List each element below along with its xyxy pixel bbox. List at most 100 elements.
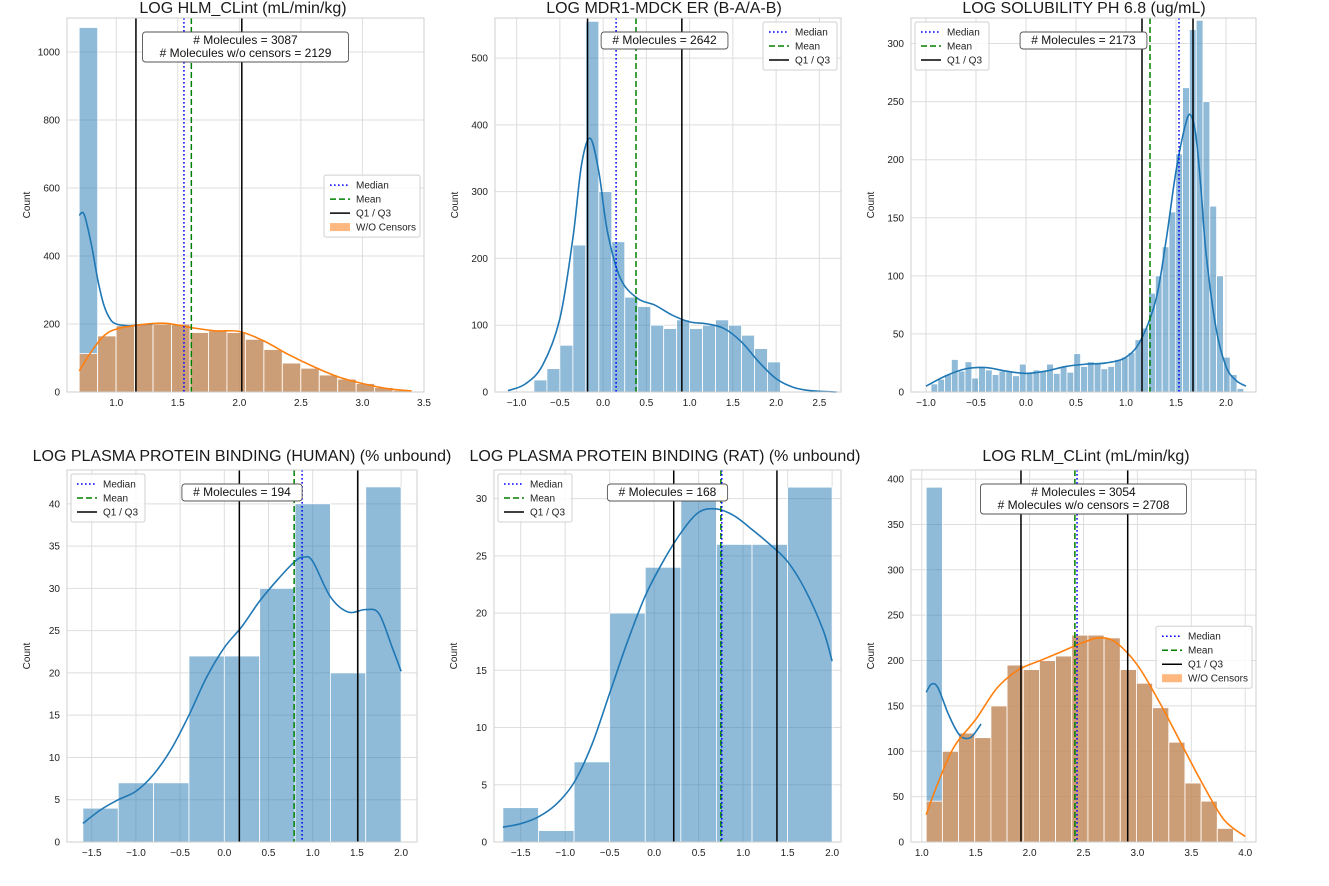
x-tick-label: 2.0: [232, 398, 246, 409]
y-tick-label: 800: [43, 116, 60, 127]
chart-title: LOG RLM_CLint (mL/min/kg): [982, 448, 1189, 465]
histogram-bar: [1107, 366, 1116, 393]
legend-label: Mean: [530, 494, 555, 505]
histogram-bar: [294, 503, 331, 843]
histogram-bar: [971, 377, 979, 393]
x-tick-label: 0.5: [1069, 398, 1083, 409]
y-tick-label: 350: [887, 520, 904, 531]
annotation-text: # Molecules w/o censors = 2129: [160, 46, 332, 60]
x-tick-label: 1.0: [736, 848, 750, 859]
histogram-bar: [546, 368, 561, 393]
histogram-bar: [958, 732, 976, 843]
x-tick-label: 3.5: [1184, 848, 1198, 859]
y-tick-label: 10: [49, 753, 61, 764]
histogram-bar: [573, 761, 611, 843]
plot-frame: [493, 469, 842, 843]
histogram-bar: [115, 325, 135, 393]
x-tick-label: 1.0: [683, 398, 697, 409]
x-tick-label: 1.5: [350, 848, 364, 859]
histogram-bar: [329, 672, 367, 843]
histogram-bar: [78, 353, 99, 393]
histogram-bar: [1100, 368, 1109, 393]
annotation-box: [980, 483, 1187, 515]
legend-label: Q1 / Q3: [356, 209, 391, 220]
histogram-bar: [944, 374, 952, 393]
y-tick-label: 0: [481, 838, 487, 849]
annotation-text: # Molecules = 194: [193, 485, 291, 499]
histogram-bar: [1019, 363, 1027, 393]
y-tick-label: 200: [887, 155, 904, 166]
histogram-bar: [925, 486, 943, 843]
histogram-bar: [1216, 827, 1234, 843]
x-tick-label: 3.5: [417, 398, 431, 409]
y-tick-label: 0: [482, 388, 488, 399]
legend-box: [762, 21, 838, 71]
histogram-bar: [644, 566, 682, 843]
y-tick-label: 15: [49, 711, 61, 722]
chart-title: LOG HLM_CLint (mL/min/kg): [139, 0, 346, 17]
legend-label: Median: [103, 480, 136, 491]
histogram-bar: [1114, 359, 1122, 393]
histogram-bar: [1066, 371, 1075, 393]
x-tick-label: 0.0: [647, 848, 661, 859]
legend-label: Mean: [356, 195, 381, 206]
kde-curve: [507, 137, 837, 393]
histogram-bar: [1184, 782, 1202, 843]
plot-frame: [494, 17, 842, 393]
x-tick-label: 1.5: [781, 848, 795, 859]
histogram-bar: [990, 705, 1008, 843]
x-tick-label: 2.0: [1023, 848, 1037, 859]
y-tick-label: 20: [49, 668, 61, 679]
histogram-bar: [974, 737, 992, 843]
histogram-bar: [1136, 682, 1154, 843]
histogram-bar: [318, 374, 339, 393]
y-tick-label: 5: [54, 795, 60, 806]
histogram-bar: [1039, 660, 1056, 843]
histogram-bar: [978, 366, 986, 393]
histogram-bar: [637, 306, 652, 393]
x-tick-label: 1.0: [109, 398, 123, 409]
y-tick-label: 500: [471, 54, 488, 65]
histogram-bar: [680, 498, 717, 843]
histogram-bar: [1073, 353, 1082, 393]
y-tick-label: 0: [54, 838, 60, 849]
x-tick-label: 1.0: [915, 848, 929, 859]
annotation-box: [142, 31, 349, 63]
y-tick-label: 50: [893, 792, 905, 803]
x-tick-label: 3.0: [355, 398, 369, 409]
histogram-bar: [153, 782, 190, 843]
chart-panel-4: LOG PLASMA PROTEIN BINDING (HUMAN) (% un…: [22, 448, 451, 859]
histogram-bar: [1155, 275, 1163, 393]
chart-panel-5: LOG PLASMA PROTEIN BINDING (RAT) (% unbo…: [449, 448, 860, 859]
histogram-bar: [1093, 362, 1102, 393]
legend-label: Q1 / Q3: [795, 56, 830, 67]
y-tick-label: 0: [54, 388, 60, 399]
histogram-bar: [951, 359, 959, 393]
legend-label: Mean: [947, 42, 972, 53]
x-tick-label: 2.5: [1077, 848, 1091, 859]
histogram-bar: [1127, 352, 1136, 393]
y-tick-label: 30: [476, 494, 488, 505]
x-tick-label: 2.0: [394, 848, 408, 859]
x-tick-label: 0.0: [596, 398, 610, 409]
histogram-bar: [189, 332, 209, 393]
x-tick-label: 1.5: [726, 398, 740, 409]
legend-label: Median: [1188, 632, 1221, 643]
y-tick-label: 25: [476, 551, 488, 562]
y-tick-label: 300: [887, 39, 904, 50]
histogram-bar: [611, 241, 626, 393]
x-tick-label: −1.0: [126, 848, 146, 859]
histogram-bar: [1175, 153, 1184, 393]
histogram-bar: [78, 27, 99, 393]
y-tick-label: 1000: [38, 48, 61, 59]
kde-curve: [82, 555, 402, 825]
y-tick-label: 300: [887, 565, 904, 576]
x-tick-label: −0.5: [170, 848, 190, 859]
histogram-bar: [702, 324, 716, 393]
plot-frame: [910, 17, 1257, 393]
y-tick-label: 25: [49, 626, 61, 637]
x-tick-label: 2.5: [812, 398, 826, 409]
histogram-bar: [991, 374, 1000, 393]
histogram-bar: [650, 324, 665, 393]
histogram-bar: [930, 383, 939, 393]
